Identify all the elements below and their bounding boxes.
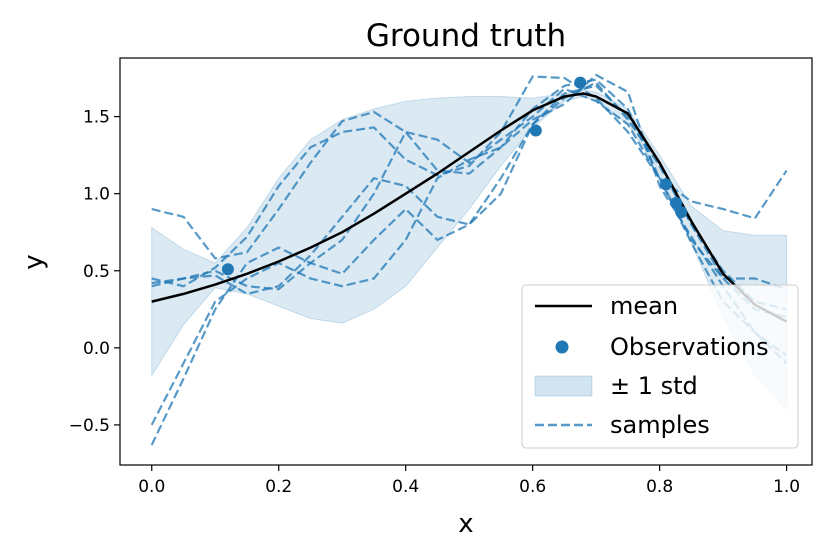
y-tick-label: 1.5 xyxy=(83,108,110,128)
x-tick-label: 0.0 xyxy=(138,477,165,497)
axes: 0.0 0.2 0.4 0.6 0.8 1.0 −0.5 0.0 0.5 1.0 1.5 xyxy=(69,57,813,497)
legend-band-label: ± 1 std xyxy=(610,372,698,400)
sample-line-4 xyxy=(150,73,788,426)
mean-line xyxy=(151,92,788,323)
y-axis-label: y xyxy=(19,254,49,269)
observation-point xyxy=(529,124,542,137)
observation-point xyxy=(221,263,234,276)
chart-title: Ground truth xyxy=(366,18,566,54)
y-tick-label: 1.0 xyxy=(83,185,110,205)
legend-observations-label: Observations xyxy=(610,333,769,361)
y-tick-label: 0.5 xyxy=(83,262,110,282)
sample-line-5 xyxy=(151,87,788,357)
y-tick-label: −0.5 xyxy=(69,416,110,436)
x-tick-label: 0.2 xyxy=(265,477,292,497)
observation-point xyxy=(670,196,683,209)
sample-line-1 xyxy=(151,78,788,260)
legend-box xyxy=(521,284,799,449)
plot-area xyxy=(150,73,788,446)
legend: mean Observations ± 1 std samples xyxy=(521,284,799,449)
y-tick-label: 0.0 xyxy=(83,339,110,359)
x-tick-label: 0.6 xyxy=(519,477,546,497)
legend-samples-label: samples xyxy=(610,411,710,439)
legend-observations-swatch xyxy=(555,340,569,354)
legend-mean-label: mean xyxy=(610,292,678,320)
observation-point xyxy=(675,206,688,219)
axes-frame xyxy=(119,57,813,466)
x-tick-label: 0.4 xyxy=(392,477,419,497)
x-tick-label: 0.8 xyxy=(646,477,673,497)
observation-point xyxy=(659,178,672,191)
x-axis-label: x xyxy=(458,509,473,539)
x-tick-label: 1.0 xyxy=(773,477,800,497)
observation-point xyxy=(574,76,587,89)
legend-band-swatch xyxy=(534,375,593,397)
